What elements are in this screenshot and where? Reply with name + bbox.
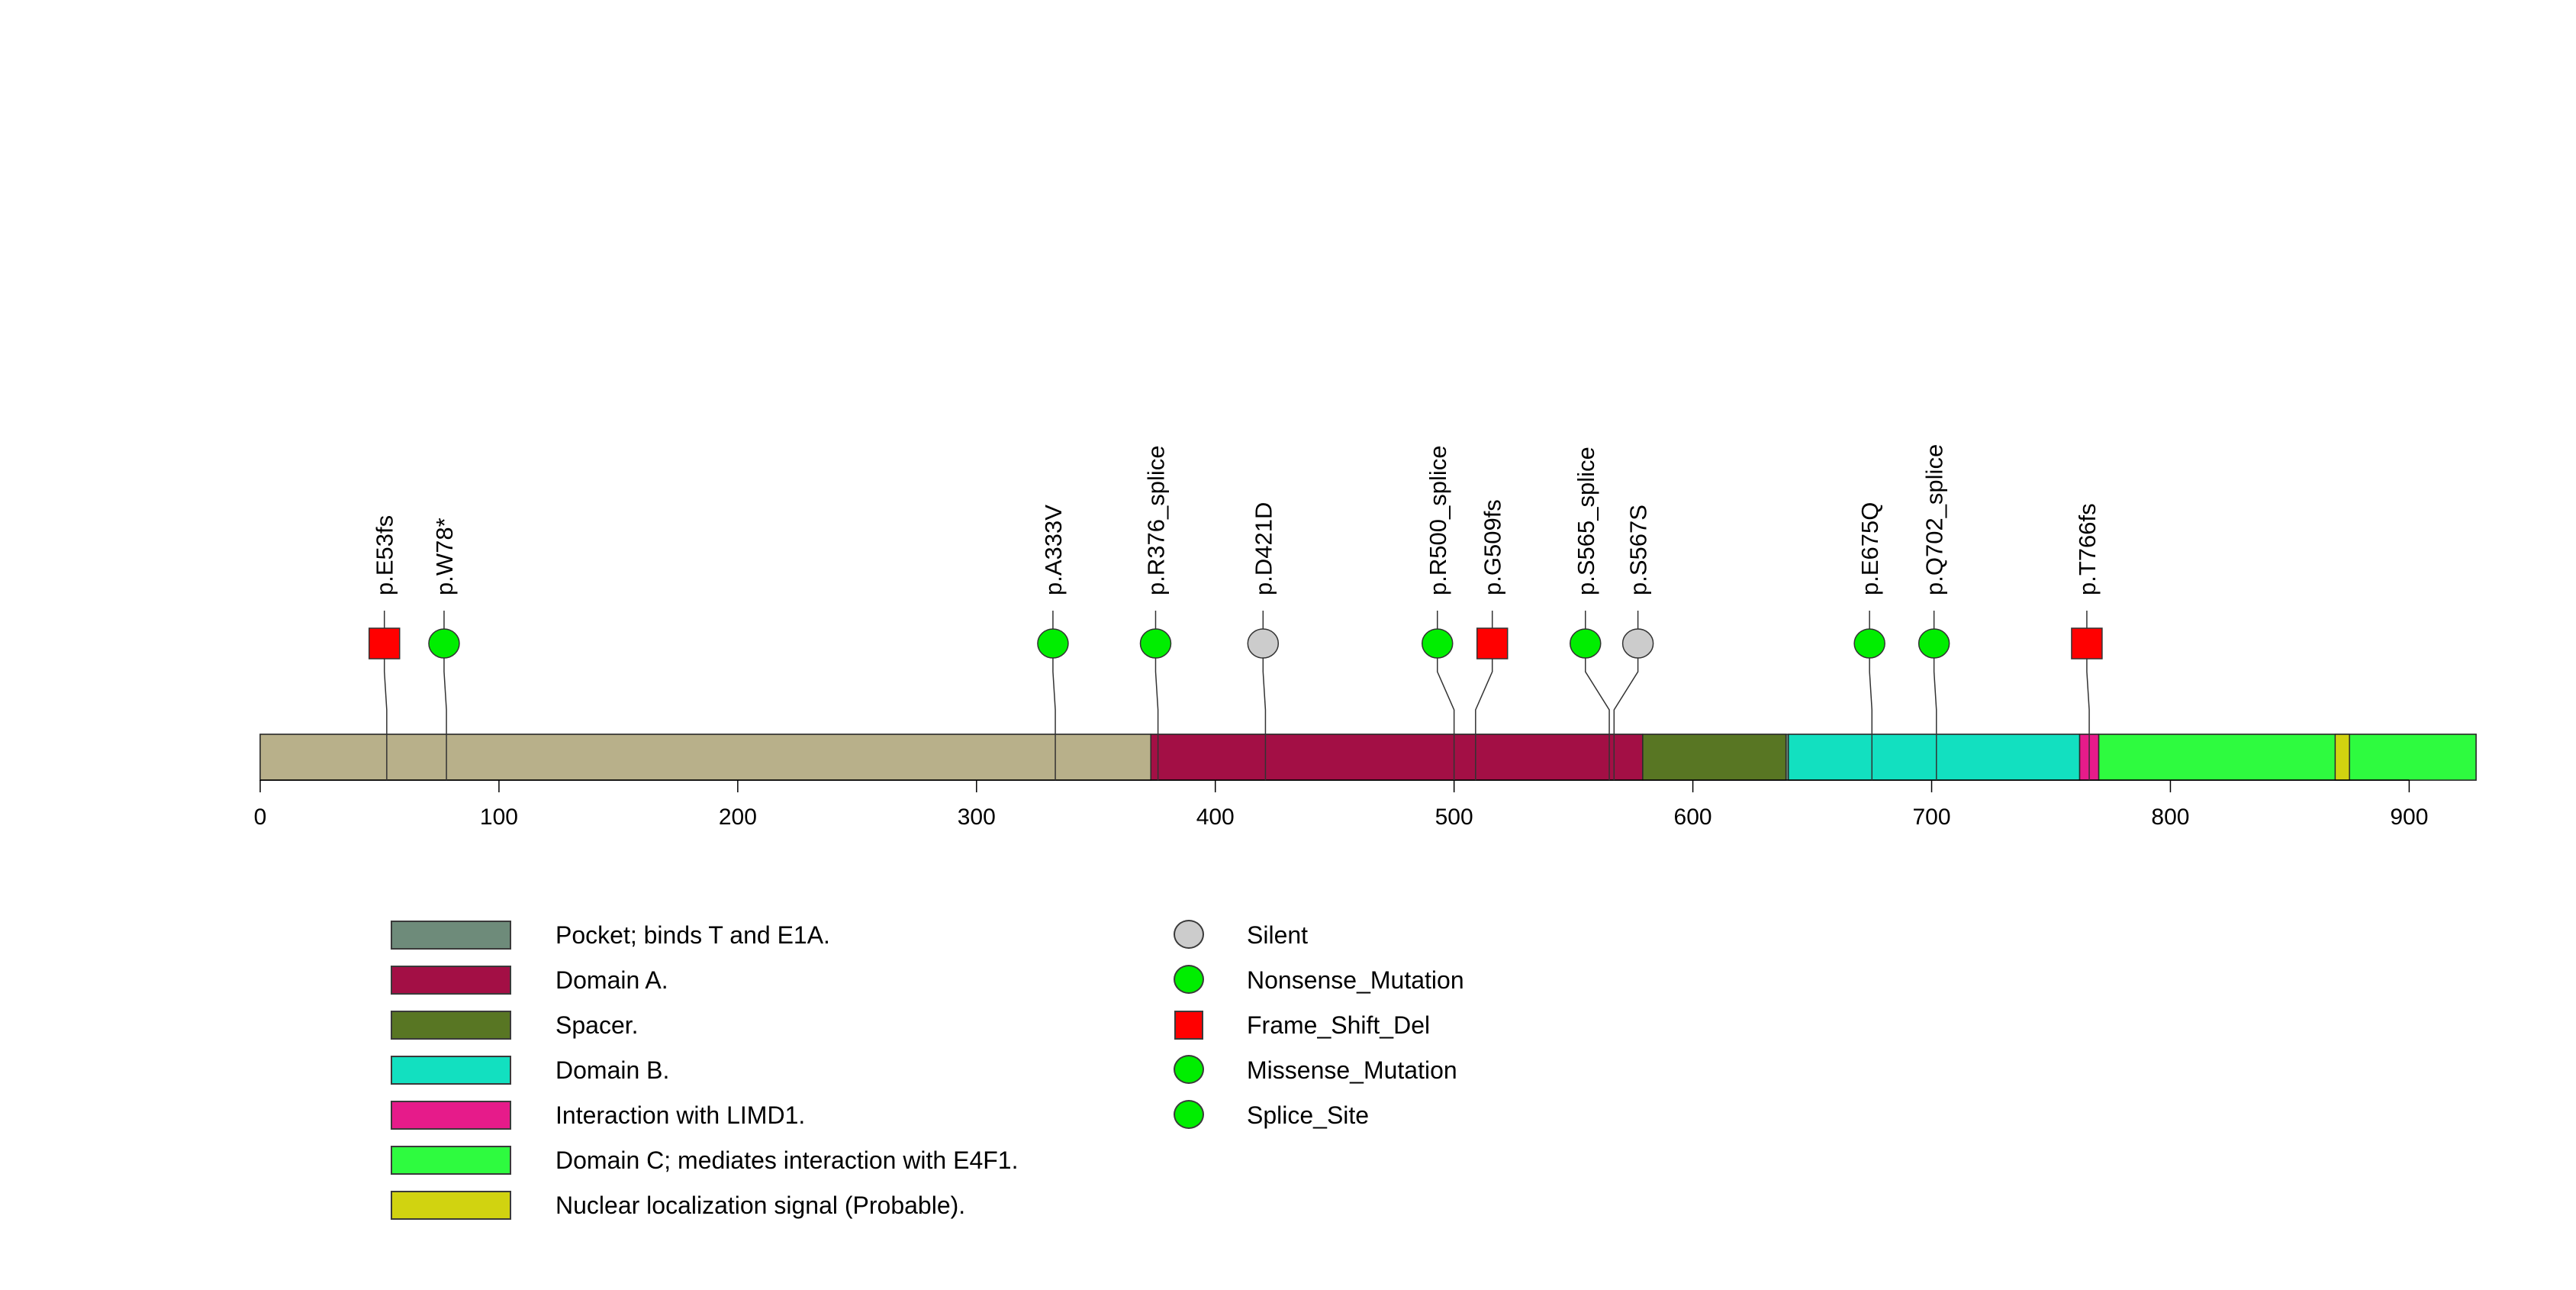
domain-1 [259,734,1151,781]
mutation-marker[interactable] [1621,628,1654,659]
mutation-label: p.Q702_splice [1921,444,1948,595]
mutation-label: p.G509fs [1480,499,1506,595]
x-tick-label: 600 [1674,805,1712,830]
mutation-label: p.R500_splice [1425,446,1451,595]
mutation-marker[interactable] [1570,628,1602,659]
x-tick-label: 400 [1196,805,1235,830]
x-tick-label: 800 [2151,805,2189,830]
x-tick-label: 200 [719,805,757,830]
mutation-marker[interactable] [1037,628,1069,659]
x-tick-label: 300 [958,805,996,830]
domain-4 [1788,734,2081,781]
mutation-marker[interactable] [1853,628,1885,659]
mutation-marker[interactable] [1918,628,1950,659]
mutation-label: p.W78* [431,518,458,595]
mutation-marker[interactable] [1247,628,1280,659]
protein-domains [259,734,2477,781]
mutation-label: p.R376_splice [1142,446,1169,595]
mutation-label: p.E53fs [372,515,398,595]
mutation-labels: p.E53fs p.W78* p.A333V p.R376_splice p.D421D… [372,444,2101,595]
x-tick-label: 900 [2390,805,2428,830]
mutation-markers [368,627,2103,660]
mutation-marker[interactable] [428,628,460,659]
domain-3 [1642,734,1787,781]
mutation-label: p.E675Q [1856,502,1883,595]
mutation-label: p.S567S [1625,505,1652,595]
mutation-marker[interactable] [1422,628,1454,659]
mutation-label: p.D421D [1250,502,1277,595]
x-tick-label: 0 [254,805,267,830]
domain-7 [2334,734,2350,781]
mutation-marker[interactable] [1139,628,1172,659]
mutation-marker[interactable] [2071,627,2103,660]
mutation-label: p.S565_splice [1573,447,1599,595]
domain-6 [2098,734,2477,781]
x-axis: 0 100 200 300 400 500 600 700 800 900 [254,779,2428,830]
mutation-marker[interactable] [1476,627,1509,660]
x-tick-label: 500 [1435,805,1473,830]
x-tick-label: 700 [1912,805,1950,830]
mutation-label: p.A333V [1040,505,1067,595]
mutation-marker[interactable] [368,627,401,660]
domain-2 [1150,734,1644,781]
mutation-label: p.T766fs [2074,503,2101,595]
x-tick-label: 100 [480,805,518,830]
